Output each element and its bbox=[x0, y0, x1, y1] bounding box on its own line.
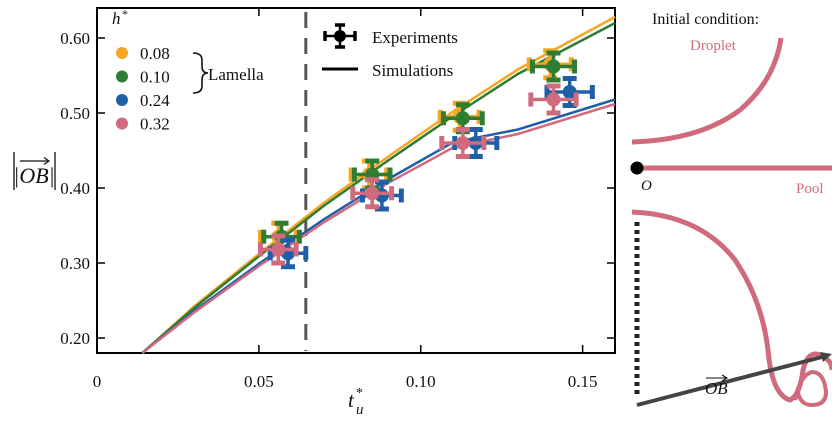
axes: 0 0.05 0.10 0.15 0.20 0.30 0.40 0.50 0.60 bbox=[60, 8, 615, 391]
experiments-legend-label: Experiments bbox=[372, 28, 458, 47]
droplet-outline bbox=[631, 37, 784, 145]
y-tick-label: 0.40 bbox=[60, 179, 90, 198]
origin-label: O bbox=[641, 178, 652, 194]
legend-label-0.10: 0.10 bbox=[140, 68, 170, 87]
evolved-interface bbox=[631, 209, 832, 403]
lamella-tongue bbox=[793, 369, 829, 408]
simulation-curve-0.32 bbox=[141, 102, 616, 354]
x-tick-label: 0.10 bbox=[406, 372, 436, 391]
data-point-0.32 bbox=[439, 127, 487, 159]
x-axis-label-base: t bbox=[348, 388, 355, 412]
simulations-legend-label: Simulations bbox=[372, 61, 453, 80]
x-tick-label: 0 bbox=[93, 372, 102, 391]
y-tick-label: 0.30 bbox=[60, 254, 90, 273]
experiments-legend-marker bbox=[323, 23, 357, 49]
simulation-curve-0.24 bbox=[141, 98, 616, 354]
x-tick-label: 0.15 bbox=[568, 372, 598, 391]
legend-marker-0.10 bbox=[116, 70, 128, 83]
ob-label: OB bbox=[705, 379, 728, 398]
droplet-label: Droplet bbox=[690, 38, 737, 54]
legend-marker-0.08 bbox=[116, 47, 128, 59]
pool-label: Pool bbox=[796, 181, 824, 197]
y-axis-label: |OB| bbox=[13, 152, 56, 190]
simulation-curves bbox=[141, 15, 616, 354]
data-point-0.10 bbox=[529, 50, 578, 83]
x-axis-label: t * u bbox=[348, 386, 364, 418]
lamella-label: Lamella bbox=[208, 65, 264, 84]
data-point-0.32 bbox=[350, 177, 395, 210]
ob-label-arrowhead bbox=[721, 374, 729, 382]
legend-label-0.08: 0.08 bbox=[140, 44, 170, 63]
legend-label-0.32: 0.32 bbox=[140, 115, 170, 134]
legend-items: 0.08 0.10 0.24 0.32 bbox=[116, 44, 170, 134]
lamella-brace bbox=[192, 52, 209, 94]
origin-point bbox=[630, 161, 644, 175]
y-tick-label: 0.20 bbox=[60, 329, 90, 348]
data-point-0.32 bbox=[257, 233, 299, 266]
legend-marker-0.24 bbox=[116, 94, 128, 106]
style-legend: Experiments Simulations bbox=[322, 23, 458, 80]
initial-condition-label: Initial condition: bbox=[652, 11, 759, 28]
legend: h * 0.08 0.10 0.24 0.32 Lamella bbox=[112, 7, 264, 134]
y-tick-label: 0.60 bbox=[60, 29, 90, 48]
y-tick-label: 0.50 bbox=[60, 104, 90, 123]
simulation-curve-0.10 bbox=[141, 21, 616, 354]
x-tick-label: 0.05 bbox=[244, 372, 274, 391]
y-axis-label-text: |OB| bbox=[13, 163, 54, 188]
ob-vector-head bbox=[820, 352, 832, 362]
ob-vector bbox=[636, 354, 827, 407]
legend-title-sup: * bbox=[122, 7, 128, 21]
x-axis-label-sub: u bbox=[356, 402, 364, 418]
plot-frame bbox=[96, 7, 616, 354]
experiment-points bbox=[257, 48, 595, 270]
schematic-panel: Initial condition: Droplet Pool O OB bbox=[630, 11, 832, 408]
legend-marker-0.32 bbox=[116, 117, 128, 130]
legend-label-0.24: 0.24 bbox=[140, 91, 170, 110]
data-point-0.32 bbox=[528, 83, 579, 116]
x-axis-label-sup: * bbox=[356, 386, 363, 401]
legend-title-base: h bbox=[112, 9, 121, 28]
